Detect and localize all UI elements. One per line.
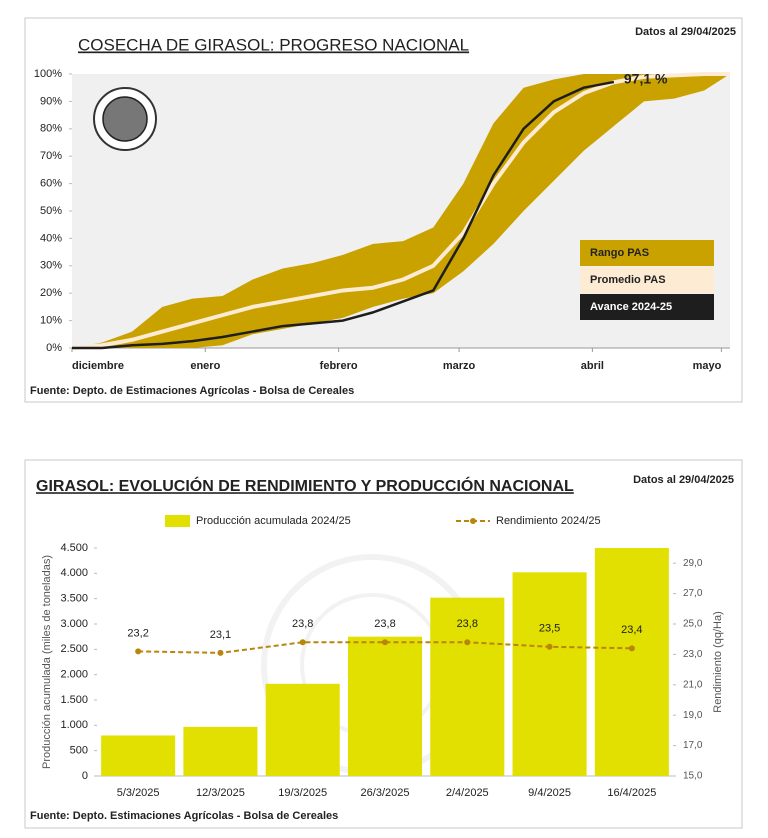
y-tick-label: 10% — [40, 315, 62, 327]
legend-swatch — [165, 515, 190, 527]
y-tick-label: 0% — [46, 342, 62, 354]
y-tick-label: 30% — [40, 260, 62, 272]
bar — [594, 548, 669, 776]
y-tick-label: 0 — [82, 770, 88, 782]
x-tick-label: abril — [581, 360, 604, 372]
x-tick-label: 12/3/2025 — [196, 787, 245, 799]
y-tick-label: 20% — [40, 287, 62, 299]
logo-core — [102, 96, 148, 142]
y-tick-label: 2.500 — [60, 643, 88, 655]
y2-tick-label: 15,0 — [683, 771, 703, 782]
range-band — [72, 74, 730, 348]
legend-label: Rango PAS — [590, 247, 649, 259]
x-tick-label: 2/4/2025 — [446, 787, 489, 799]
x-tick-label: 26/3/2025 — [361, 787, 410, 799]
value-label: 23,8 — [374, 618, 395, 630]
legend-label: Promedio PAS — [590, 274, 666, 286]
chart-title: COSECHA DE GIRASOL: PROGRESO NACIONAL — [78, 35, 469, 54]
y-tick-label: 1.500 — [60, 694, 88, 706]
legend-swatch — [580, 267, 714, 293]
bar — [183, 726, 258, 776]
y-tick-label: 100% — [34, 68, 62, 80]
value-label: 23,5 — [539, 623, 560, 635]
bar — [265, 683, 340, 776]
bar — [430, 597, 505, 776]
y-tick-label: 4.000 — [60, 567, 88, 579]
series-line — [72, 80, 615, 350]
x-tick-label: febrero — [320, 360, 358, 372]
x-tick-label: mayo — [693, 360, 722, 372]
value-label: 23,1 — [210, 629, 231, 641]
y2-tick-label: 19,0 — [683, 710, 703, 721]
y2-tick-label: 17,0 — [683, 740, 703, 751]
annotation: 97,1 % — [624, 71, 668, 87]
y-tick-label: 500 — [70, 745, 88, 757]
y-tick-label: 70% — [40, 150, 62, 162]
y2-tick-label: 27,0 — [683, 588, 703, 599]
y-tick-label: 3.000 — [60, 618, 88, 630]
y2-tick-label: 21,0 — [683, 679, 703, 690]
y-tick-label: 1.000 — [60, 719, 88, 731]
legend-swatch — [580, 240, 714, 266]
value-label: 23,4 — [621, 624, 642, 636]
x-tick-label: marzo — [443, 360, 476, 372]
y-tick-label: 50% — [40, 205, 62, 217]
legend-label: Avance 2024-25 — [590, 301, 672, 313]
legend-label: Producción acumulada 2024/25 — [196, 515, 351, 527]
y-tick-label: 80% — [40, 123, 62, 135]
x-tick-label: 16/4/2025 — [607, 787, 656, 799]
y2-axis-label: Rendimiento (qq/Ha) — [712, 611, 724, 713]
line-marker — [628, 645, 635, 652]
value-label: 23,2 — [127, 627, 148, 639]
y-tick-label: 60% — [40, 178, 62, 190]
x-tick-label: 19/3/2025 — [278, 787, 327, 799]
y2-tick-label: 29,0 — [683, 558, 703, 569]
line-marker — [135, 648, 142, 655]
y-tick-label: 90% — [40, 95, 62, 107]
y-tick-label: 4.500 — [60, 542, 88, 554]
y-tick-label: 40% — [40, 232, 62, 244]
line-marker — [299, 639, 306, 646]
legend-swatch — [580, 294, 714, 320]
legend-marker — [470, 518, 476, 524]
value-label: 23,8 — [457, 618, 478, 630]
series-line — [71, 72, 730, 350]
source: Fuente: Depto. de Estimaciones Agrícolas… — [30, 385, 354, 397]
x-tick-label: diciembre — [72, 360, 124, 372]
bar — [512, 572, 587, 776]
line-marker — [382, 639, 388, 646]
y2-tick-label: 25,0 — [683, 619, 703, 630]
y2-tick-label: 23,0 — [683, 649, 703, 660]
date-note: Datos al 29/04/2025 — [635, 26, 736, 38]
y-axis-label: Producción acumulada (miles de toneladas… — [41, 555, 53, 769]
line-marker — [546, 643, 553, 650]
date-note: Datos al 29/04/2025 — [633, 474, 734, 486]
y-tick-label: 2.000 — [60, 669, 88, 681]
source: Fuente: Depto. Estimaciones Agrícolas - … — [30, 810, 338, 822]
x-tick-label: 9/4/2025 — [528, 787, 571, 799]
bar — [101, 735, 176, 776]
bar — [347, 636, 423, 776]
value-label: 23,8 — [292, 618, 313, 630]
legend-label: Rendimiento 2024/25 — [496, 515, 601, 527]
line-marker — [464, 639, 471, 646]
chart-title: GIRASOL: EVOLUCIÓN DE RENDIMIENTO Y PROD… — [36, 476, 574, 495]
x-tick-label: enero — [190, 360, 220, 372]
y-tick-label: 3.500 — [60, 593, 88, 605]
line-marker — [217, 649, 224, 656]
logo — [93, 87, 157, 151]
x-tick-label: 5/3/2025 — [117, 787, 160, 799]
